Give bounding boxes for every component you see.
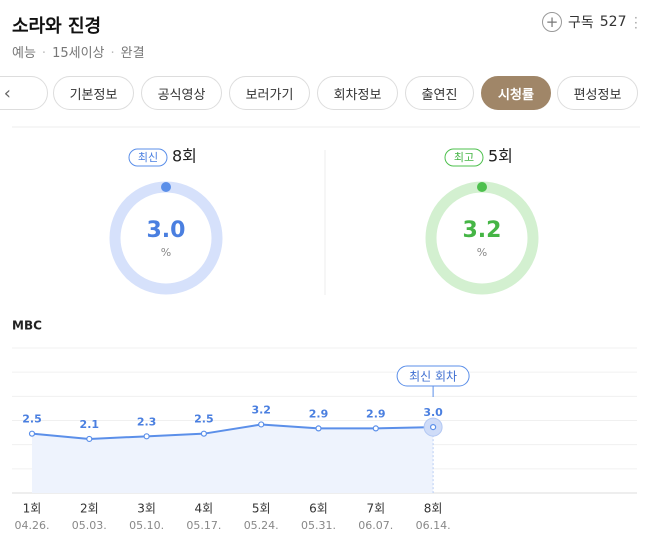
x-tick-label: 6회 <box>309 502 328 516</box>
value-label: 2.3 <box>137 415 157 428</box>
meta-item: 15세이상 <box>52 46 105 61</box>
date-label: 05.31. <box>301 519 336 532</box>
annotation-box <box>396 365 470 387</box>
rating-value: 3.2 <box>463 218 502 243</box>
show-title: 소라와 진경 <box>12 16 102 37</box>
episode: 8회 <box>172 147 197 166</box>
value-label: 3.0 <box>423 406 443 419</box>
more-button[interactable]: · · · <box>634 11 638 35</box>
point <box>28 430 36 437</box>
value-label: 2.5 <box>194 413 214 426</box>
point <box>200 430 207 437</box>
value-label: 2.1 <box>80 418 100 431</box>
show-meta: 예능 · 15세이상 · 완결 <box>12 42 145 61</box>
point <box>430 423 437 431</box>
tab[interactable]: 기본정보 <box>53 76 134 110</box>
date-label: 06.14. <box>416 519 451 532</box>
value-label: 2.5 <box>22 413 42 426</box>
area <box>32 424 434 493</box>
line <box>31 423 434 440</box>
subscribe-count: 527 <box>599 14 627 30</box>
x-tick-label: 7회 <box>366 502 385 516</box>
x-tick-label: 8회 <box>424 502 443 516</box>
tab[interactable]: 공식영상 <box>141 76 222 110</box>
rating-unit: % <box>161 246 171 259</box>
date-label: 05.24. <box>244 519 279 532</box>
episode: 5회 <box>488 147 513 166</box>
meta-item: 완결 <box>120 46 145 61</box>
x-tick-label: 2회 <box>80 502 99 516</box>
ring-dot <box>161 182 171 192</box>
point <box>86 435 93 443</box>
date-label: 06.07. <box>358 519 393 532</box>
point <box>143 433 150 440</box>
value-label: 2.9 <box>309 407 329 420</box>
badge <box>128 148 168 167</box>
value-label: 2.9 <box>366 407 386 420</box>
meta-item: 예능 <box>12 46 36 61</box>
tab[interactable]: 보러가기 <box>229 76 310 110</box>
annotation: 최신 회차 <box>409 370 457 384</box>
channel-label: MBC <box>12 319 42 333</box>
tab[interactable]: 회차정보 <box>317 76 398 110</box>
subscribe-button[interactable]: + 구독 527 <box>542 12 627 32</box>
x-tick-label: 4회 <box>195 502 214 516</box>
ring-dot <box>477 182 487 192</box>
point <box>258 421 265 428</box>
tab[interactable]: 시청률 <box>481 76 551 110</box>
x-tick-label: 5회 <box>252 502 271 516</box>
date-label: 05.17. <box>186 519 221 532</box>
point <box>372 425 379 432</box>
date-label: 05.03. <box>72 519 107 532</box>
x-tick-label: 3회 <box>137 502 156 516</box>
value-label: 3.2 <box>251 403 271 416</box>
rating-unit: % <box>477 246 487 259</box>
plus-icon: + <box>542 12 562 32</box>
prev-arrow[interactable]: ‹ <box>0 76 48 110</box>
date-label: 04.26. <box>15 519 50 532</box>
badge <box>444 148 484 167</box>
x-tick-label: 1회 <box>23 502 42 516</box>
separator: · <box>110 46 115 61</box>
rating-value: 3.0 <box>147 218 186 243</box>
badge-text: 최고 <box>454 151 474 164</box>
date-label: 05.10. <box>129 519 164 532</box>
tab[interactable]: 편성정보 <box>557 76 638 110</box>
badge-text: 최신 <box>138 151 158 164</box>
tab[interactable]: 출연진 <box>405 76 474 110</box>
subscribe-label: 구독 <box>568 15 594 31</box>
point <box>315 425 322 432</box>
separator: · <box>41 46 47 61</box>
